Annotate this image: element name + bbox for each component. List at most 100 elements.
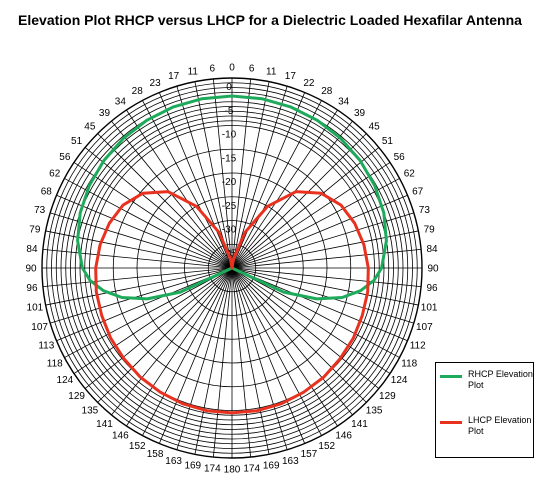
angle-tick-label: 152 <box>318 441 335 452</box>
angle-tick-label: 11 <box>188 66 199 77</box>
angle-tick-label: 39 <box>99 108 111 119</box>
grid-spoke <box>84 147 233 269</box>
legend-swatch-lhcp <box>440 421 462 424</box>
radial-tick-label: -20 <box>222 177 237 188</box>
angle-tick-label: 67 <box>412 187 424 198</box>
angle-tick-label: 124 <box>57 375 74 386</box>
grid-spoke <box>231 267 353 416</box>
angle-tick-label: 157 <box>301 449 318 460</box>
angle-tick-label: 169 <box>263 461 280 472</box>
angle-tick-label: 135 <box>366 406 383 417</box>
angle-tick-label: 28 <box>321 86 333 97</box>
angle-tick-label: 39 <box>354 108 366 119</box>
angle-tick-label: 45 <box>369 121 381 132</box>
angle-tick-label: 73 <box>34 205 46 216</box>
angle-tick-label: 158 <box>147 449 164 460</box>
grid-spoke <box>231 267 306 444</box>
grid-spoke <box>212 267 233 458</box>
grid-spoke <box>126 109 233 269</box>
angle-tick-label: 56 <box>59 152 71 163</box>
angle-tick-label: 174 <box>243 464 260 475</box>
angle-tick-label: 124 <box>391 375 408 386</box>
angle-tick-label: 68 <box>41 187 53 198</box>
grid-spoke <box>176 267 233 450</box>
grid-spoke <box>231 267 270 455</box>
grid-spoke <box>231 147 380 269</box>
angle-labels: 0 6 11 172228343945515662677379849096101107… <box>25 63 439 476</box>
grid-spoke <box>231 267 419 306</box>
angle-tick-label: 163 <box>165 456 182 467</box>
radial-tick-label: -15 <box>222 153 237 164</box>
grid-spoke <box>231 92 306 269</box>
angle-tick-label: 118 <box>401 358 417 369</box>
grid-spoke <box>212 78 233 269</box>
grid-spoke <box>231 267 322 436</box>
angle-tick-label: 11 <box>266 66 277 77</box>
angle-tick-label: 17 <box>285 71 297 82</box>
grid-spoke <box>97 267 233 403</box>
angle-tick-label: 51 <box>382 136 394 147</box>
grid-spoke <box>231 267 380 389</box>
angle-tick-label: 180 <box>224 465 241 476</box>
grid-spoke <box>231 109 338 269</box>
grid-spoke <box>231 267 338 427</box>
grid-spoke <box>231 194 408 269</box>
angle-tick-label: 141 <box>96 419 113 430</box>
grid-spoke <box>231 267 400 358</box>
angle-tick-label: 28 <box>132 86 144 97</box>
angle-tick-label: 113 <box>38 340 54 351</box>
series-rhcp-line <box>76 94 388 301</box>
grid-spoke <box>231 267 391 374</box>
angle-tick-label: 163 <box>282 456 299 467</box>
grid-spoke <box>64 267 233 358</box>
grid-spoke <box>231 267 414 324</box>
chart-title: Elevation Plot RHCP versus LHCP for a Di… <box>18 12 522 28</box>
angle-tick-label: 118 <box>47 358 63 369</box>
grid-spoke <box>231 81 270 269</box>
legend-label-lhcp: LHCP Elevation Plot <box>468 415 532 436</box>
grid-spoke <box>231 267 422 288</box>
angle-tick-label: 79 <box>424 224 436 235</box>
series-layer <box>76 94 388 415</box>
angle-tick-label: 34 <box>338 96 350 107</box>
angle-tick-label: 84 <box>426 244 438 255</box>
grid-spoke <box>231 100 322 269</box>
angle-tick-label: 56 <box>394 152 406 163</box>
grid-spoke <box>126 267 233 427</box>
grid-spoke <box>56 194 233 269</box>
angle-tick-label: 62 <box>49 169 61 180</box>
legend: RHCP Elevation Plot LHCP Elevation Plot <box>435 362 534 458</box>
radial-tick-label: 0 <box>226 82 232 93</box>
angle-tick-label: 22 <box>303 78 315 89</box>
angle-tick-label: 96 <box>26 283 38 294</box>
angle-tick-label: 129 <box>68 391 85 402</box>
grid-spoke <box>231 267 252 458</box>
grid-spoke <box>194 267 233 455</box>
angle-tick-label: 174 <box>204 464 221 475</box>
angle-tick-label: 45 <box>84 121 96 132</box>
radial-labels: 0-5-10-15-20-25-30-35 <box>222 82 237 259</box>
angle-tick-label: 101 <box>421 303 438 314</box>
angle-tick-label: 107 <box>416 322 433 333</box>
angle-tick-label: 62 <box>404 169 416 180</box>
angle-tick-label: 6 <box>210 63 216 74</box>
grid-spoke <box>84 267 233 389</box>
grid-spoke <box>158 92 233 269</box>
angle-tick-label: 0 <box>229 63 235 74</box>
radial-tick-label: -5 <box>225 106 234 117</box>
radial-tick-label: -30 <box>222 225 237 236</box>
grid-spoke <box>231 178 400 269</box>
angle-tick-label: 6 <box>249 63 255 74</box>
angle-tick-label: 51 <box>71 136 83 147</box>
angle-tick-label: 112 <box>410 340 426 351</box>
grid-spoke <box>231 267 288 450</box>
grid-spoke <box>64 178 233 269</box>
legend-swatch-rhcp <box>440 375 462 378</box>
radial-tick-label: -10 <box>222 130 237 141</box>
grid-spoke <box>231 78 252 269</box>
legend-label-rhcp: RHCP Elevation Plot <box>468 369 533 390</box>
angle-tick-label: 146 <box>335 431 352 442</box>
angle-tick-label: 84 <box>26 244 38 255</box>
angle-tick-label: 152 <box>129 441 146 452</box>
